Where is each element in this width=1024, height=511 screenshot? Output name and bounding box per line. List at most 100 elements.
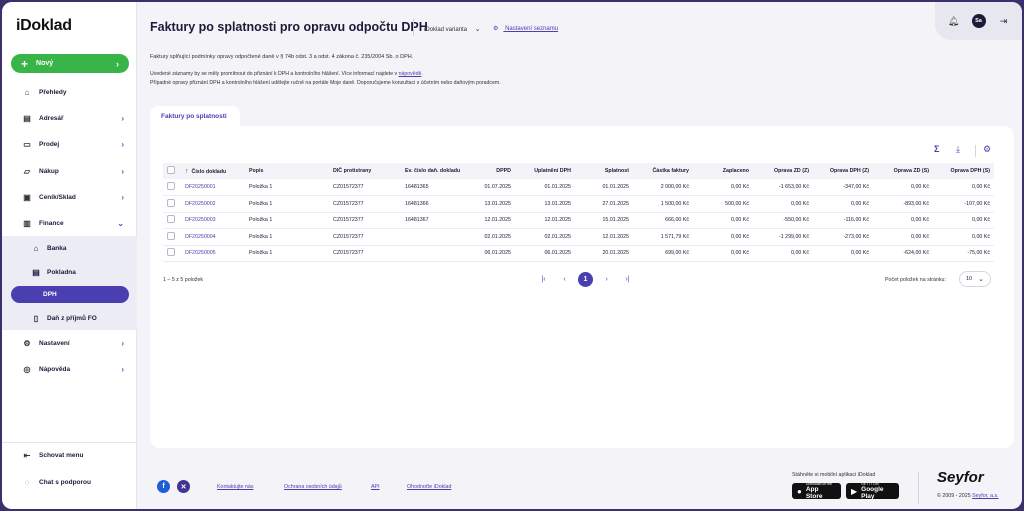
- row-checkbox[interactable]: [167, 231, 175, 240]
- sale-icon: ▭: [23, 139, 31, 149]
- prev-page-icon[interactable]: ‹: [563, 276, 566, 283]
- select-all-checkbox[interactable]: [167, 166, 175, 174]
- select-all-checkbox-cell[interactable]: [163, 163, 181, 179]
- avatar[interactable]: Sa: [971, 14, 986, 28]
- sidebar-item-adresar[interactable]: ▤ Adresář ›: [2, 108, 137, 128]
- support-chat-button[interactable]: ◌ Chat s podporou: [2, 472, 137, 492]
- table-row[interactable]: DF20250005 Položka 1 CZ01572377 06.01.20…: [163, 245, 994, 262]
- x-twitter-icon[interactable]: ✕: [177, 480, 190, 493]
- cell-popis: Položka 1: [245, 212, 329, 229]
- sidebar: iDoklad + Nový › ⌂ Přehledy ▤ Adresář › …: [2, 2, 137, 509]
- sidebar-subitem-label: DPH: [43, 291, 57, 298]
- col-header-ev-cislo[interactable]: Ev. číslo daň. dokladu: [401, 163, 473, 179]
- row-checkbox[interactable]: [167, 182, 175, 190]
- cell-oprava-dph-z: -273,00 Kč: [813, 228, 873, 246]
- sidebar-item-nastaveni[interactable]: ⚙ Nastavení ›: [2, 333, 137, 353]
- col-header-dic[interactable]: DIČ protistrany: [329, 163, 401, 179]
- sidebar-item-nakup[interactable]: ▱ Nákup ›: [2, 161, 137, 181]
- sidebar-bottom: [2, 442, 137, 443]
- next-page-icon[interactable]: ›: [605, 276, 608, 283]
- col-header-uplatneni[interactable]: Uplatnění DPH: [515, 163, 575, 179]
- cell-zaplaceno: 0,00 Kč: [693, 245, 753, 262]
- sidebar-item-cenik-sklad[interactable]: ▣ Ceník/Sklad ›: [2, 187, 137, 207]
- wallet-icon: ▥: [23, 218, 31, 228]
- sidebar-subitem-dan-z-prijmu[interactable]: ▯ Daň z příjmů FO: [11, 310, 129, 327]
- footer-link-api[interactable]: API: [371, 484, 380, 490]
- help-link[interactable]: nápovědě: [398, 71, 422, 77]
- cell-oprava-dph-z: -347,00 Kč: [813, 179, 873, 196]
- col-header-splatnost[interactable]: Splatnost: [575, 163, 633, 179]
- row-checkbox[interactable]: [167, 215, 175, 224]
- googleplay-badge[interactable]: ▶ GET IT ON Google Play: [846, 482, 899, 500]
- download-icon[interactable]: ⤓: [956, 144, 960, 154]
- hide-menu-button[interactable]: ⇤ Schovat menu: [2, 445, 137, 465]
- cell-popis: Položka 1: [245, 195, 329, 213]
- row-checkbox-cell[interactable]: [163, 245, 181, 262]
- copyright: © 2009 - 2025 Seyfor, a.s.: [937, 493, 999, 499]
- col-header-oprava-dph-z[interactable]: Oprava DPH (Z): [813, 163, 873, 179]
- table-row[interactable]: DF20250004 Položka 1 CZ01572377 02.01.20…: [163, 228, 994, 246]
- list-settings-link[interactable]: ⚙ Nastavení seznamu: [493, 25, 558, 32]
- row-checkbox-cell[interactable]: [163, 195, 181, 213]
- col-header-zaplaceno[interactable]: Zaplaceno: [693, 163, 753, 179]
- cell-oprava-dph-z: 0,00 Kč: [813, 245, 873, 262]
- col-header-popis[interactable]: Popis: [245, 163, 329, 179]
- footer-link-contact[interactable]: Kontaktujte nás: [217, 484, 254, 490]
- sidebar-subitem-dph[interactable]: DPH: [11, 286, 129, 303]
- cell-uplatneni: 01.01.2025: [515, 179, 575, 196]
- cell-castka: 666,00 Kč: [633, 212, 693, 229]
- cell-cislo-dokladu[interactable]: DF20250004: [181, 228, 245, 246]
- col-header-castka[interactable]: Částka faktury: [633, 163, 693, 179]
- row-checkbox-cell[interactable]: [163, 212, 181, 229]
- sidebar-item-finance[interactable]: ▥ Finance ⌄: [2, 213, 137, 233]
- tab-overdue-invoices[interactable]: Faktury po splatnosti: [150, 106, 240, 126]
- sidebar-item-prehledy[interactable]: ⌂ Přehledy: [2, 82, 137, 102]
- sidebar-subitem-pokladna[interactable]: ▤ Pokladna: [11, 264, 129, 281]
- col-header-oprava-zd-z[interactable]: Oprava ZD (Z): [753, 163, 813, 179]
- appstore-badge[interactable]: ● Download on the App Store: [792, 482, 841, 500]
- cell-cislo-dokladu[interactable]: DF20250005: [181, 245, 245, 262]
- first-page-icon[interactable]: |‹: [541, 276, 546, 283]
- row-checkbox-cell[interactable]: [163, 179, 181, 196]
- row-checkbox[interactable]: [167, 198, 175, 207]
- facebook-icon[interactable]: f: [157, 480, 170, 493]
- table-row[interactable]: DF20250001 Položka 1 CZ01572377 16481365…: [163, 179, 994, 196]
- last-page-icon[interactable]: ›|: [625, 276, 630, 283]
- variant-select[interactable]: iDoklad varianta ⌄: [424, 25, 481, 33]
- cell-oprava-zd-s: -893,00 Kč: [873, 195, 933, 213]
- per-page-value: 10: [966, 276, 973, 282]
- cell-zaplaceno: 0,00 Kč: [693, 179, 753, 196]
- table-row[interactable]: DF20250002 Položka 1 CZ01572377 16481366…: [163, 195, 994, 213]
- copyright-link[interactable]: Seyfor, a.s.: [972, 493, 999, 499]
- row-checkbox[interactable]: [167, 248, 175, 257]
- per-page-select[interactable]: 10 ⌄: [959, 271, 991, 287]
- hide-menu-label: Schovat menu: [39, 451, 84, 459]
- footer-link-rate[interactable]: Ohodnoťte iDoklad: [407, 484, 452, 490]
- apple-icon: ●: [797, 486, 802, 496]
- sum-icon[interactable]: Σ: [934, 144, 940, 154]
- table-row[interactable]: DF20250003 Položka 1 CZ01572377 16481367…: [163, 212, 994, 229]
- sidebar-item-napoveda[interactable]: ◎ Nápověda ›: [2, 359, 137, 379]
- gear-icon[interactable]: ⚙: [983, 144, 992, 154]
- logout-icon[interactable]: ⇥: [999, 15, 1008, 26]
- col-header-dppd[interactable]: DPPD: [473, 163, 515, 179]
- col-header-oprava-dph-s[interactable]: Oprava DPH (S): [933, 163, 994, 179]
- cell-cislo-dokladu[interactable]: DF20250002: [181, 195, 245, 213]
- col-header-oprava-zd-s[interactable]: Oprava ZD (S): [873, 163, 933, 179]
- cell-oprava-dph-z: 0,00 Kč: [813, 195, 873, 213]
- footer-link-privacy[interactable]: Ochrana osobních údajů: [284, 484, 342, 490]
- sidebar-item-label: Nastavení: [39, 339, 70, 347]
- sidebar-subitem-banka[interactable]: ⌂ Banka: [11, 240, 129, 257]
- plus-icon: +: [21, 56, 29, 71]
- sidebar-item-label: Nápověda: [39, 365, 71, 373]
- sidebar-item-prodej[interactable]: ▭ Prodej ›: [2, 134, 137, 154]
- cell-cislo-dokladu[interactable]: DF20250001: [181, 179, 245, 196]
- cell-cislo-dokladu[interactable]: DF20250003: [181, 212, 245, 229]
- new-button[interactable]: + Nový ›: [11, 54, 129, 73]
- bell-icon[interactable]: 🔔︎: [947, 15, 960, 26]
- cell-oprava-zd-z: -550,00 Kč: [753, 212, 813, 229]
- page-current[interactable]: 1: [578, 272, 593, 287]
- col-header-cislo-dokladu[interactable]: ↑ Číslo dokladu: [181, 163, 245, 179]
- row-checkbox-cell[interactable]: [163, 228, 181, 246]
- cell-uplatneni: 13.01.2025: [515, 195, 575, 213]
